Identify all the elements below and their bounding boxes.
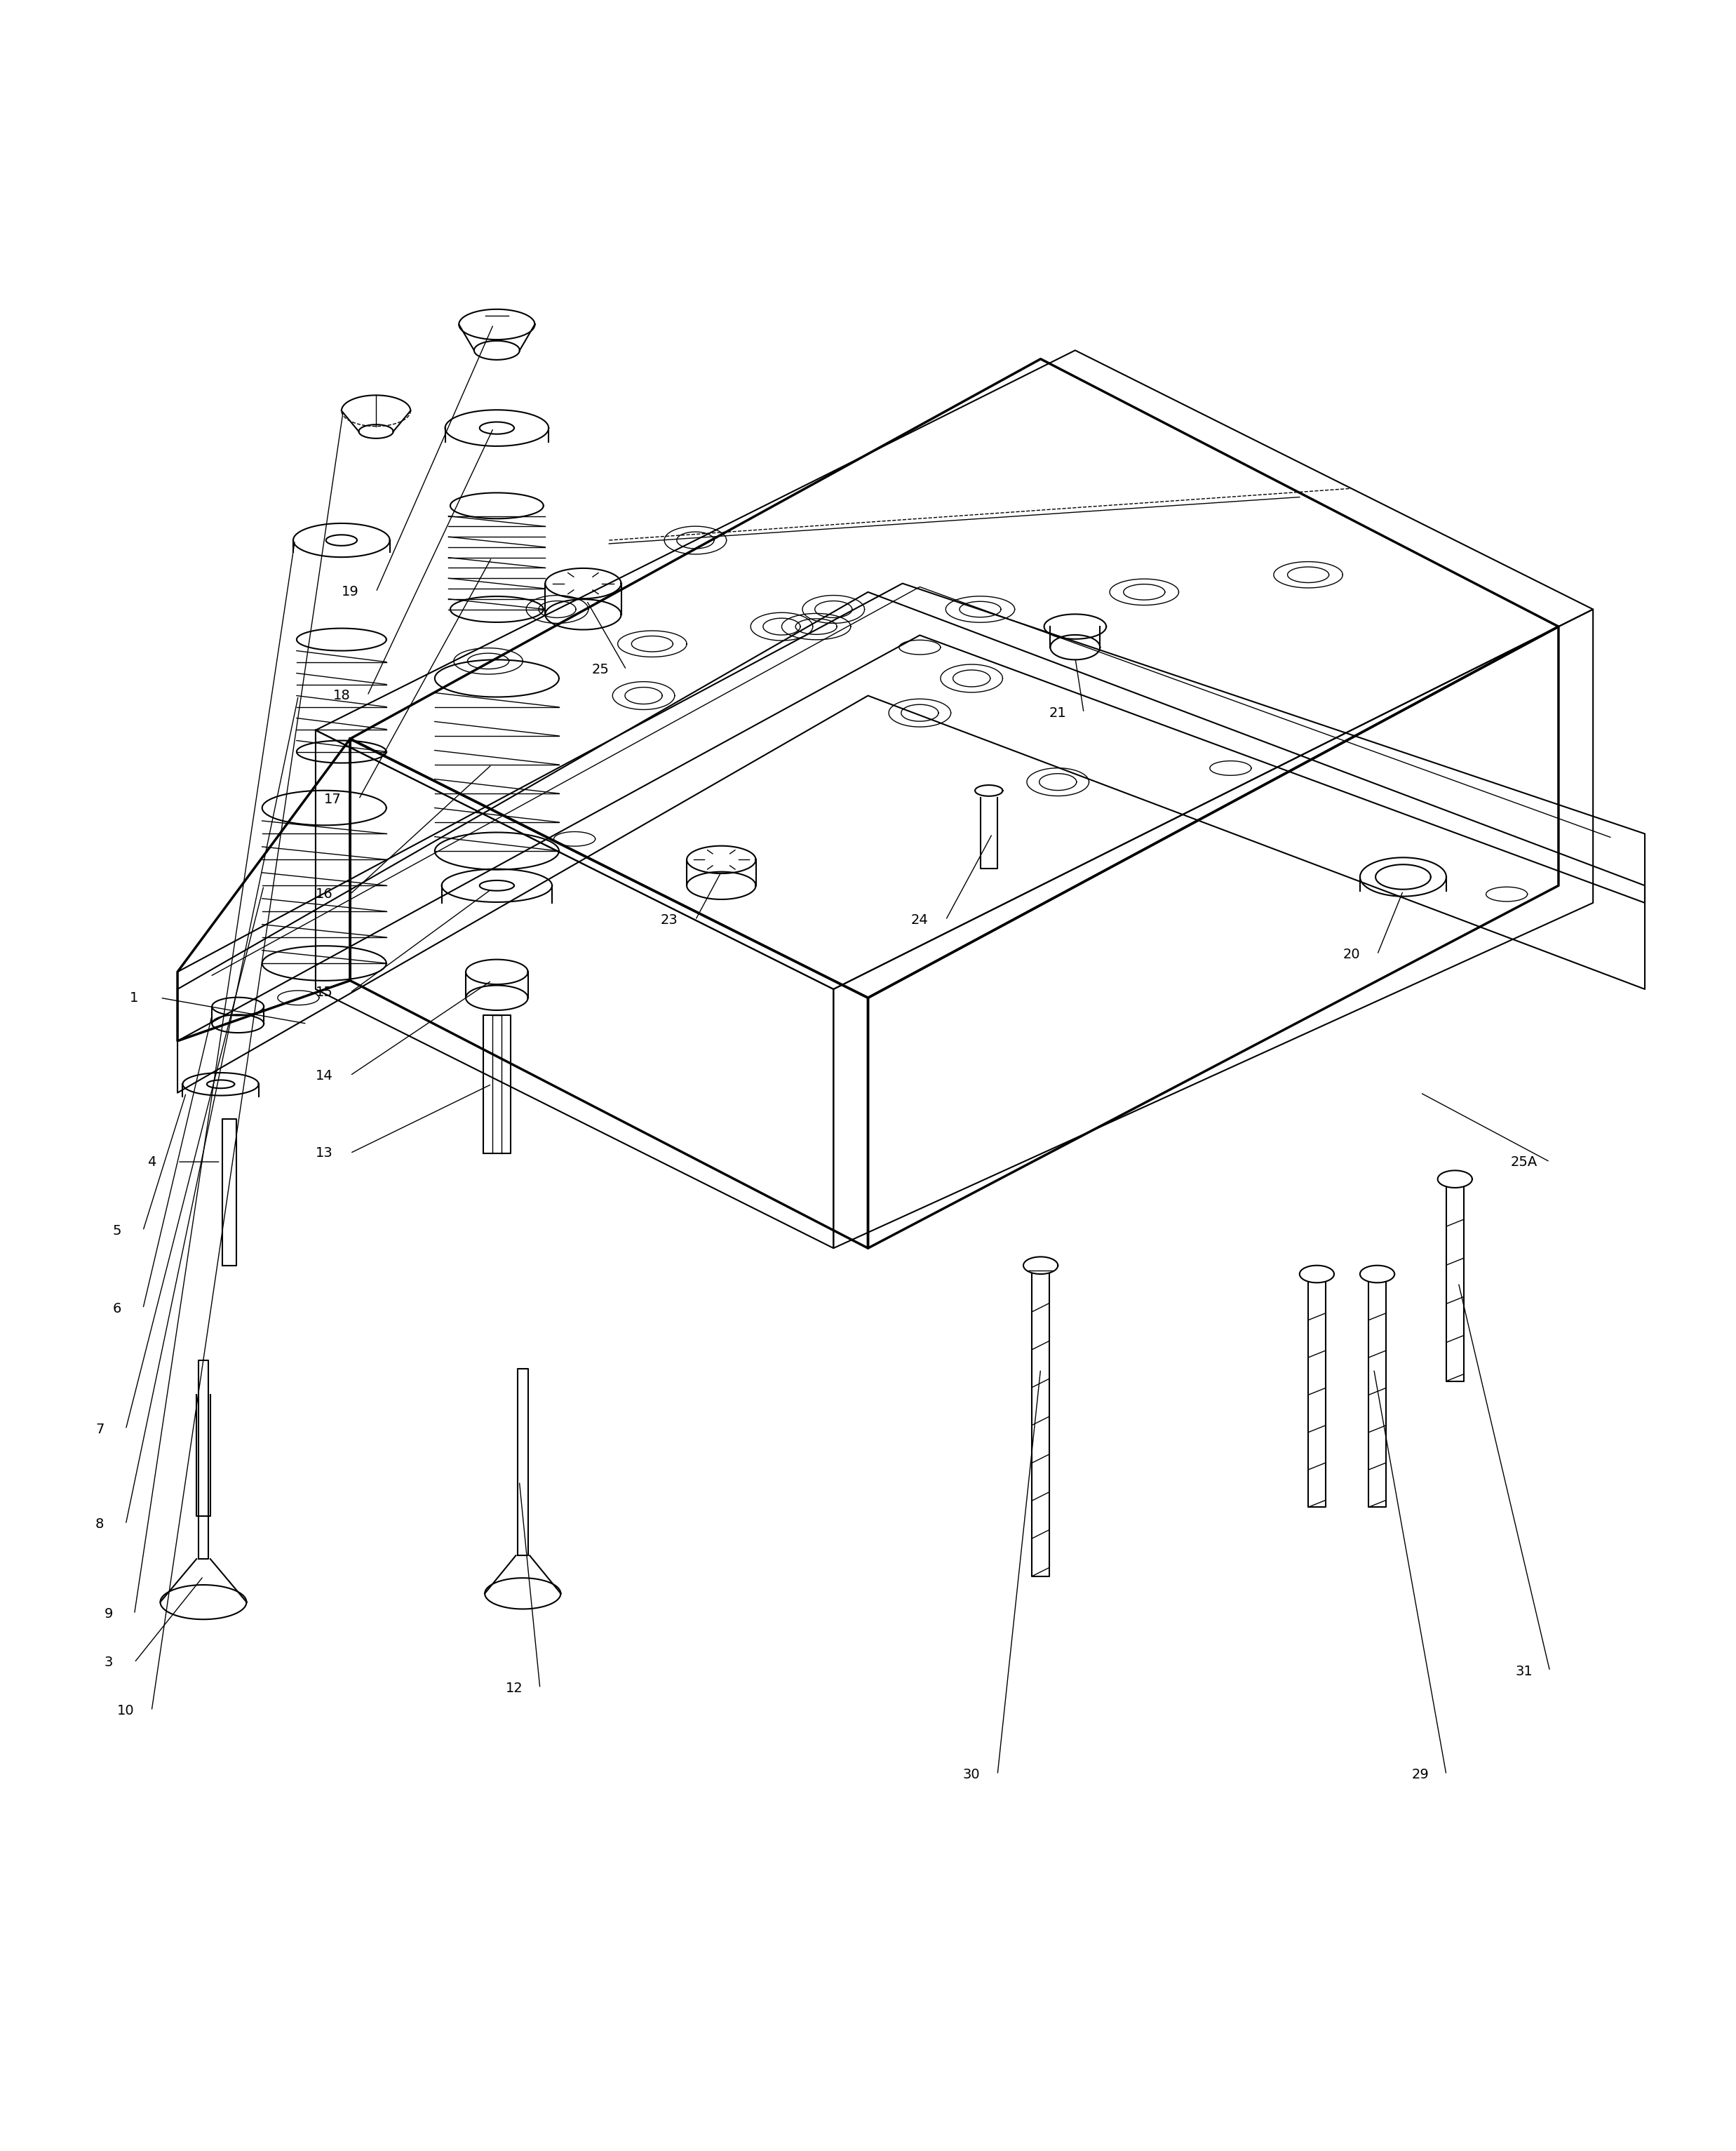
Text: 3: 3 [104, 1656, 113, 1669]
Text: 1: 1 [130, 992, 139, 1005]
Text: 9: 9 [104, 1607, 113, 1622]
Text: 14: 14 [316, 1069, 333, 1082]
Text: 18: 18 [333, 688, 351, 703]
Text: 23: 23 [661, 914, 679, 927]
Text: 25A: 25A [1510, 1155, 1538, 1168]
Text: 31: 31 [1516, 1665, 1533, 1678]
Text: 29: 29 [1411, 1768, 1429, 1781]
Text: 15: 15 [316, 985, 333, 1000]
Text: 21: 21 [1049, 706, 1066, 721]
Text: 13: 13 [316, 1146, 333, 1159]
Text: 25: 25 [592, 663, 609, 675]
Text: 4: 4 [148, 1155, 156, 1168]
Text: 6: 6 [113, 1301, 122, 1314]
Text: 20: 20 [1342, 949, 1359, 961]
Text: 19: 19 [342, 585, 359, 598]
Text: 5: 5 [113, 1224, 122, 1237]
Text: 7: 7 [95, 1422, 104, 1437]
Text: 30: 30 [963, 1768, 981, 1781]
Text: 8: 8 [95, 1519, 104, 1532]
Text: 12: 12 [505, 1682, 523, 1695]
Text: 24: 24 [911, 914, 929, 927]
Text: 17: 17 [325, 792, 342, 807]
Text: 10: 10 [116, 1704, 134, 1716]
Text: 16: 16 [316, 888, 333, 901]
